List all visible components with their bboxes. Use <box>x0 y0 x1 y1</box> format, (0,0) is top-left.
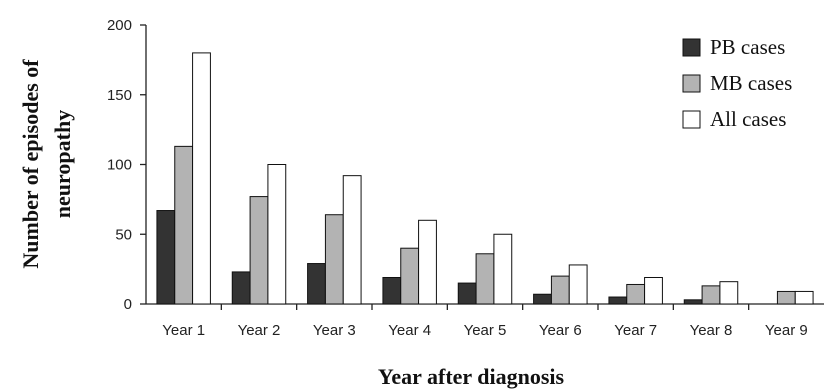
bar-mb-cases <box>776 290 796 305</box>
y-axis-title: Number of episodes of neuropathy <box>18 59 75 269</box>
legend-swatch <box>682 38 701 57</box>
x-tick-label: Year 5 <box>464 322 507 339</box>
x-tick-label: Year 4 <box>388 322 431 339</box>
legend-label: MB cases <box>710 71 792 95</box>
x-axis-title: Year after diagnosis <box>378 364 565 389</box>
legend-swatch <box>682 74 701 93</box>
bar-mb-cases <box>550 275 570 305</box>
x-tick-label: Year 1 <box>162 322 205 339</box>
bar-pb-cases <box>231 271 251 305</box>
bar-all-cases <box>644 276 663 305</box>
x-tick-label: Year 9 <box>765 322 808 339</box>
y-axis-title-line-2: neuropathy <box>50 110 75 218</box>
legend-label: All cases <box>710 107 786 131</box>
bar-mb-cases <box>626 283 646 305</box>
x-tick-label: Year 8 <box>690 322 733 339</box>
bar-all-cases <box>794 290 814 305</box>
bar-all-cases <box>493 233 513 305</box>
bar-mb-cases <box>174 145 194 305</box>
bar-mb-cases <box>475 253 495 305</box>
bars <box>156 52 814 305</box>
legend: PB cases MB cases All cases <box>682 35 792 131</box>
y-tick-label: 150 <box>107 87 132 104</box>
legend-label: PB cases <box>710 35 785 59</box>
x-tick-label: Year 7 <box>614 322 657 339</box>
bar-mb-cases <box>249 196 269 305</box>
y-tick-label: 0 <box>124 296 132 313</box>
y-tick-label: 50 <box>115 226 132 243</box>
y-axis-title-line-1: Number of episodes of <box>18 59 43 269</box>
bar-pb-cases <box>608 296 628 305</box>
x-axis: Year 1 Year 2 Year 3 Year 4 Year 5 Year 6 Year… <box>146 303 824 339</box>
y-axis: 0 50 100 150 200 <box>107 17 147 313</box>
bar-all-cases <box>267 164 287 305</box>
x-tick-label: Year 3 <box>313 322 356 339</box>
legend-swatch <box>682 110 701 129</box>
bar-mb-cases <box>701 285 721 305</box>
x-tick-label: Year 2 <box>238 322 281 339</box>
bar-pb-cases <box>307 263 326 305</box>
bar-pb-cases <box>533 293 552 305</box>
bar-mb-cases <box>324 214 344 305</box>
bar-all-cases <box>192 52 211 305</box>
bar-pb-cases <box>683 299 703 305</box>
bar-all-cases <box>568 264 588 305</box>
x-tick-label: Year 6 <box>539 322 582 339</box>
bar-mb-cases <box>400 247 420 305</box>
bar-pb-cases <box>457 282 477 305</box>
y-tick-label: 200 <box>107 17 132 34</box>
bar-all-cases <box>719 281 739 305</box>
y-tick-label: 100 <box>107 157 132 174</box>
bar-pb-cases <box>156 210 176 305</box>
bar-all-cases <box>342 175 362 305</box>
bar-pb-cases <box>382 276 402 305</box>
bar-all-cases <box>418 219 437 305</box>
